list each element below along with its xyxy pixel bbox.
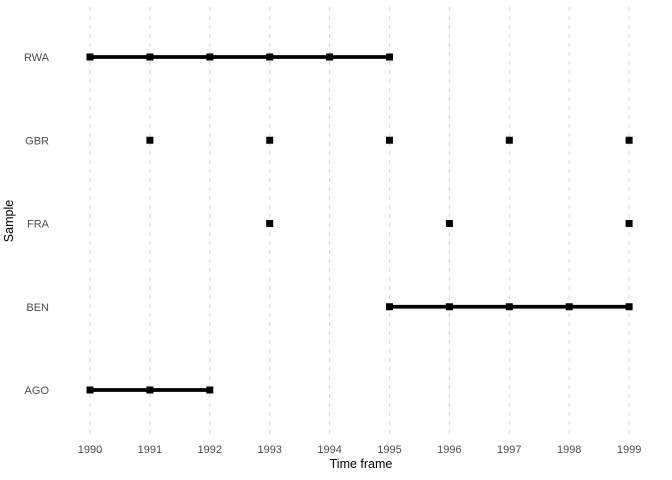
x-tick-label: 1996: [437, 444, 461, 456]
x-tick-label: 1994: [317, 444, 341, 456]
data-point: [625, 220, 633, 227]
data-point: [445, 220, 453, 227]
y-category-label: BEN: [26, 302, 49, 314]
data-point: [206, 386, 214, 394]
data-point: [445, 303, 453, 311]
x-tick-label: 1995: [377, 444, 401, 456]
data-point: [86, 386, 94, 394]
y-category-label: FRA: [27, 219, 50, 231]
x-tick-label: 1992: [198, 444, 222, 456]
x-tick-label: 1991: [138, 444, 162, 456]
data-point: [625, 136, 633, 144]
x-tick-label: 1997: [497, 444, 521, 456]
x-tick-label: 1990: [78, 444, 102, 456]
x-tick-label: 1993: [257, 444, 281, 456]
x-tick-label: 1998: [557, 444, 581, 456]
data-point: [266, 136, 274, 144]
data-point: [146, 136, 154, 144]
data-point: [206, 53, 214, 61]
data-point: [565, 303, 573, 311]
data-point: [146, 53, 154, 61]
data-point: [505, 136, 513, 144]
data-point: [505, 303, 513, 311]
data-point: [146, 386, 154, 394]
data-point: [386, 53, 393, 61]
data-point: [625, 303, 633, 311]
y-axis-title: Sample: [1, 199, 16, 243]
data-point: [86, 53, 94, 61]
y-category-label: RWA: [24, 52, 50, 64]
data-point: [386, 303, 393, 311]
x-tick-label: 1999: [617, 444, 641, 456]
data-point: [386, 136, 393, 144]
y-category-label: GBR: [25, 135, 49, 147]
data-point: [326, 53, 334, 61]
data-point: [266, 53, 274, 61]
data-point: [266, 220, 274, 227]
x-axis-title: Time frame: [329, 456, 393, 471]
y-category-label: AGO: [25, 385, 50, 397]
